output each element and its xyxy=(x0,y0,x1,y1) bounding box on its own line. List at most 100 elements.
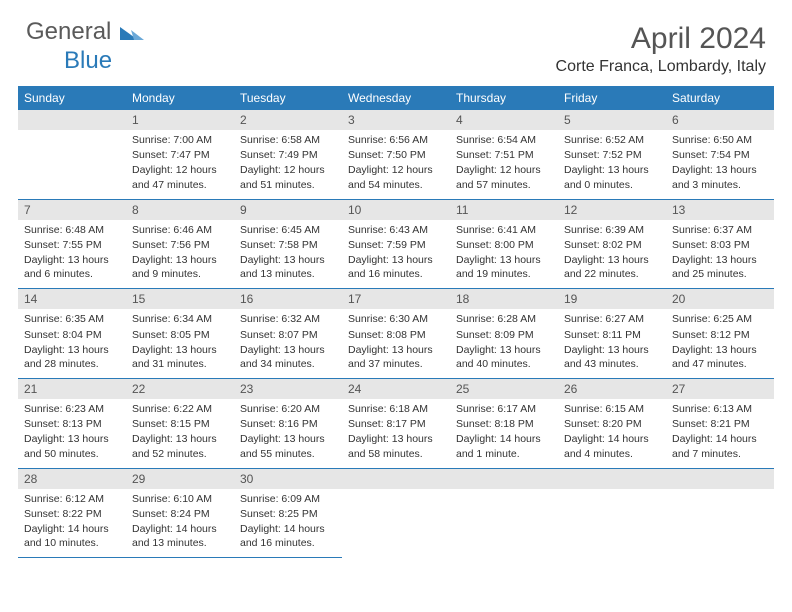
calendar-day-cell: 25Sunrise: 6:17 AMSunset: 8:18 PMDayligh… xyxy=(450,379,558,469)
weekday-header: Wednesday xyxy=(342,86,450,110)
calendar-week-row: 14Sunrise: 6:35 AMSunset: 8:04 PMDayligh… xyxy=(18,289,774,379)
day-details: Sunrise: 6:56 AMSunset: 7:50 PMDaylight:… xyxy=(342,130,450,199)
day-number: 23 xyxy=(234,379,342,399)
sunrise-text: Sunrise: 6:25 AM xyxy=(672,312,768,326)
day-details: Sunrise: 6:17 AMSunset: 8:18 PMDaylight:… xyxy=(450,399,558,468)
calendar-body: 1Sunrise: 7:00 AMSunset: 7:47 PMDaylight… xyxy=(18,110,774,558)
sunrise-text: Sunrise: 6:10 AM xyxy=(132,492,228,506)
calendar-empty-cell xyxy=(558,468,666,558)
daylight-text: Daylight: 13 hours and 22 minutes. xyxy=(564,253,660,281)
calendar-empty-cell xyxy=(342,468,450,558)
day-details: Sunrise: 6:39 AMSunset: 8:02 PMDaylight:… xyxy=(558,220,666,289)
day-number: 14 xyxy=(18,289,126,309)
calendar-day-cell: 19Sunrise: 6:27 AMSunset: 8:11 PMDayligh… xyxy=(558,289,666,379)
sunrise-text: Sunrise: 6:43 AM xyxy=(348,223,444,237)
calendar-day-cell: 21Sunrise: 6:23 AMSunset: 8:13 PMDayligh… xyxy=(18,379,126,469)
sunset-text: Sunset: 7:50 PM xyxy=(348,148,444,162)
sunrise-text: Sunrise: 6:17 AM xyxy=(456,402,552,416)
daylight-text: Daylight: 13 hours and 3 minutes. xyxy=(672,163,768,191)
calendar-day-cell: 29Sunrise: 6:10 AMSunset: 8:24 PMDayligh… xyxy=(126,468,234,558)
day-number: 1 xyxy=(126,110,234,130)
day-details: Sunrise: 6:30 AMSunset: 8:08 PMDaylight:… xyxy=(342,309,450,378)
daylight-text: Daylight: 13 hours and 0 minutes. xyxy=(564,163,660,191)
sunset-text: Sunset: 7:55 PM xyxy=(24,238,120,252)
day-number: 13 xyxy=(666,200,774,220)
calendar-day-cell: 23Sunrise: 6:20 AMSunset: 8:16 PMDayligh… xyxy=(234,379,342,469)
day-number: 29 xyxy=(126,469,234,489)
sunset-text: Sunset: 8:18 PM xyxy=(456,417,552,431)
day-number: 19 xyxy=(558,289,666,309)
sunset-text: Sunset: 8:05 PM xyxy=(132,328,228,342)
sunrise-text: Sunrise: 6:37 AM xyxy=(672,223,768,237)
calendar-week-row: 21Sunrise: 6:23 AMSunset: 8:13 PMDayligh… xyxy=(18,379,774,469)
calendar-empty-cell xyxy=(18,110,126,199)
empty-daynum xyxy=(666,469,774,489)
sunrise-text: Sunrise: 6:34 AM xyxy=(132,312,228,326)
sunset-text: Sunset: 8:04 PM xyxy=(24,328,120,342)
empty-daynum xyxy=(18,110,126,130)
day-number: 10 xyxy=(342,200,450,220)
sunrise-text: Sunrise: 6:58 AM xyxy=(240,133,336,147)
daylight-text: Daylight: 13 hours and 19 minutes. xyxy=(456,253,552,281)
day-number: 24 xyxy=(342,379,450,399)
weekday-header: Thursday xyxy=(450,86,558,110)
sunset-text: Sunset: 8:17 PM xyxy=(348,417,444,431)
day-details: Sunrise: 6:15 AMSunset: 8:20 PMDaylight:… xyxy=(558,399,666,468)
sunset-text: Sunset: 8:08 PM xyxy=(348,328,444,342)
day-number: 8 xyxy=(126,200,234,220)
sunset-text: Sunset: 8:11 PM xyxy=(564,328,660,342)
calendar-day-cell: 8Sunrise: 6:46 AMSunset: 7:56 PMDaylight… xyxy=(126,199,234,289)
calendar-week-row: 1Sunrise: 7:00 AMSunset: 7:47 PMDaylight… xyxy=(18,110,774,199)
sunrise-text: Sunrise: 6:15 AM xyxy=(564,402,660,416)
sunset-text: Sunset: 7:54 PM xyxy=(672,148,768,162)
day-details: Sunrise: 6:23 AMSunset: 8:13 PMDaylight:… xyxy=(18,399,126,468)
day-number: 5 xyxy=(558,110,666,130)
calendar-day-cell: 20Sunrise: 6:25 AMSunset: 8:12 PMDayligh… xyxy=(666,289,774,379)
sunrise-text: Sunrise: 6:28 AM xyxy=(456,312,552,326)
sunrise-text: Sunrise: 6:30 AM xyxy=(348,312,444,326)
calendar-day-cell: 5Sunrise: 6:52 AMSunset: 7:52 PMDaylight… xyxy=(558,110,666,199)
day-details: Sunrise: 6:34 AMSunset: 8:05 PMDaylight:… xyxy=(126,309,234,378)
day-number: 28 xyxy=(18,469,126,489)
sunset-text: Sunset: 7:51 PM xyxy=(456,148,552,162)
daylight-text: Daylight: 13 hours and 43 minutes. xyxy=(564,343,660,371)
sunrise-text: Sunrise: 6:41 AM xyxy=(456,223,552,237)
day-number: 7 xyxy=(18,200,126,220)
daylight-text: Daylight: 14 hours and 10 minutes. xyxy=(24,522,120,550)
day-details: Sunrise: 6:48 AMSunset: 7:55 PMDaylight:… xyxy=(18,220,126,289)
daylight-text: Daylight: 13 hours and 13 minutes. xyxy=(240,253,336,281)
daylight-text: Daylight: 13 hours and 47 minutes. xyxy=(672,343,768,371)
calendar-day-cell: 11Sunrise: 6:41 AMSunset: 8:00 PMDayligh… xyxy=(450,199,558,289)
daylight-text: Daylight: 13 hours and 16 minutes. xyxy=(348,253,444,281)
sunset-text: Sunset: 8:16 PM xyxy=(240,417,336,431)
weekday-header: Saturday xyxy=(666,86,774,110)
sunset-text: Sunset: 8:24 PM xyxy=(132,507,228,521)
brand-part1: General xyxy=(26,18,111,45)
day-details: Sunrise: 6:25 AM Sunset: 8:12 PMDaylight:… xyxy=(666,309,774,378)
sunset-text: Sunset: 7:47 PM xyxy=(132,148,228,162)
calendar-empty-cell xyxy=(450,468,558,558)
sunrise-text: Sunrise: 6:20 AM xyxy=(240,402,336,416)
calendar-day-cell: 26Sunrise: 6:15 AMSunset: 8:20 PMDayligh… xyxy=(558,379,666,469)
daylight-text: Daylight: 13 hours and 6 minutes. xyxy=(24,253,120,281)
day-details: Sunrise: 6:09 AMSunset: 8:25 PMDaylight:… xyxy=(234,489,342,558)
location-text: Corte Franca, Lombardy, Italy xyxy=(556,58,766,76)
day-number: 25 xyxy=(450,379,558,399)
sunset-text: Sunset: 8:21 PM xyxy=(672,417,768,431)
day-details: Sunrise: 6:18 AMSunset: 8:17 PMDaylight:… xyxy=(342,399,450,468)
empty-daynum xyxy=(450,469,558,489)
daylight-text: Daylight: 12 hours and 51 minutes. xyxy=(240,163,336,191)
sunrise-text: Sunrise: 6:56 AM xyxy=(348,133,444,147)
sunset-text: Sunset: 8:15 PM xyxy=(132,417,228,431)
daylight-text: Daylight: 13 hours and 9 minutes. xyxy=(132,253,228,281)
daylight-text: Daylight: 12 hours and 57 minutes. xyxy=(456,163,552,191)
sunset-text: Sunset: 8:20 PM xyxy=(564,417,660,431)
day-number: 22 xyxy=(126,379,234,399)
day-details: Sunrise: 7:00 AMSunset: 7:47 PMDaylight:… xyxy=(126,130,234,199)
sunrise-text: Sunrise: 6:50 AM xyxy=(672,133,768,147)
day-details: Sunrise: 6:22 AMSunset: 8:15 PMDaylight:… xyxy=(126,399,234,468)
calendar-day-cell: 2Sunrise: 6:58 AMSunset: 7:49 PMDaylight… xyxy=(234,110,342,199)
sunset-text: Sunset: 8:12 PM xyxy=(672,328,768,342)
daylight-text: Daylight: 12 hours and 54 minutes. xyxy=(348,163,444,191)
day-number: 15 xyxy=(126,289,234,309)
